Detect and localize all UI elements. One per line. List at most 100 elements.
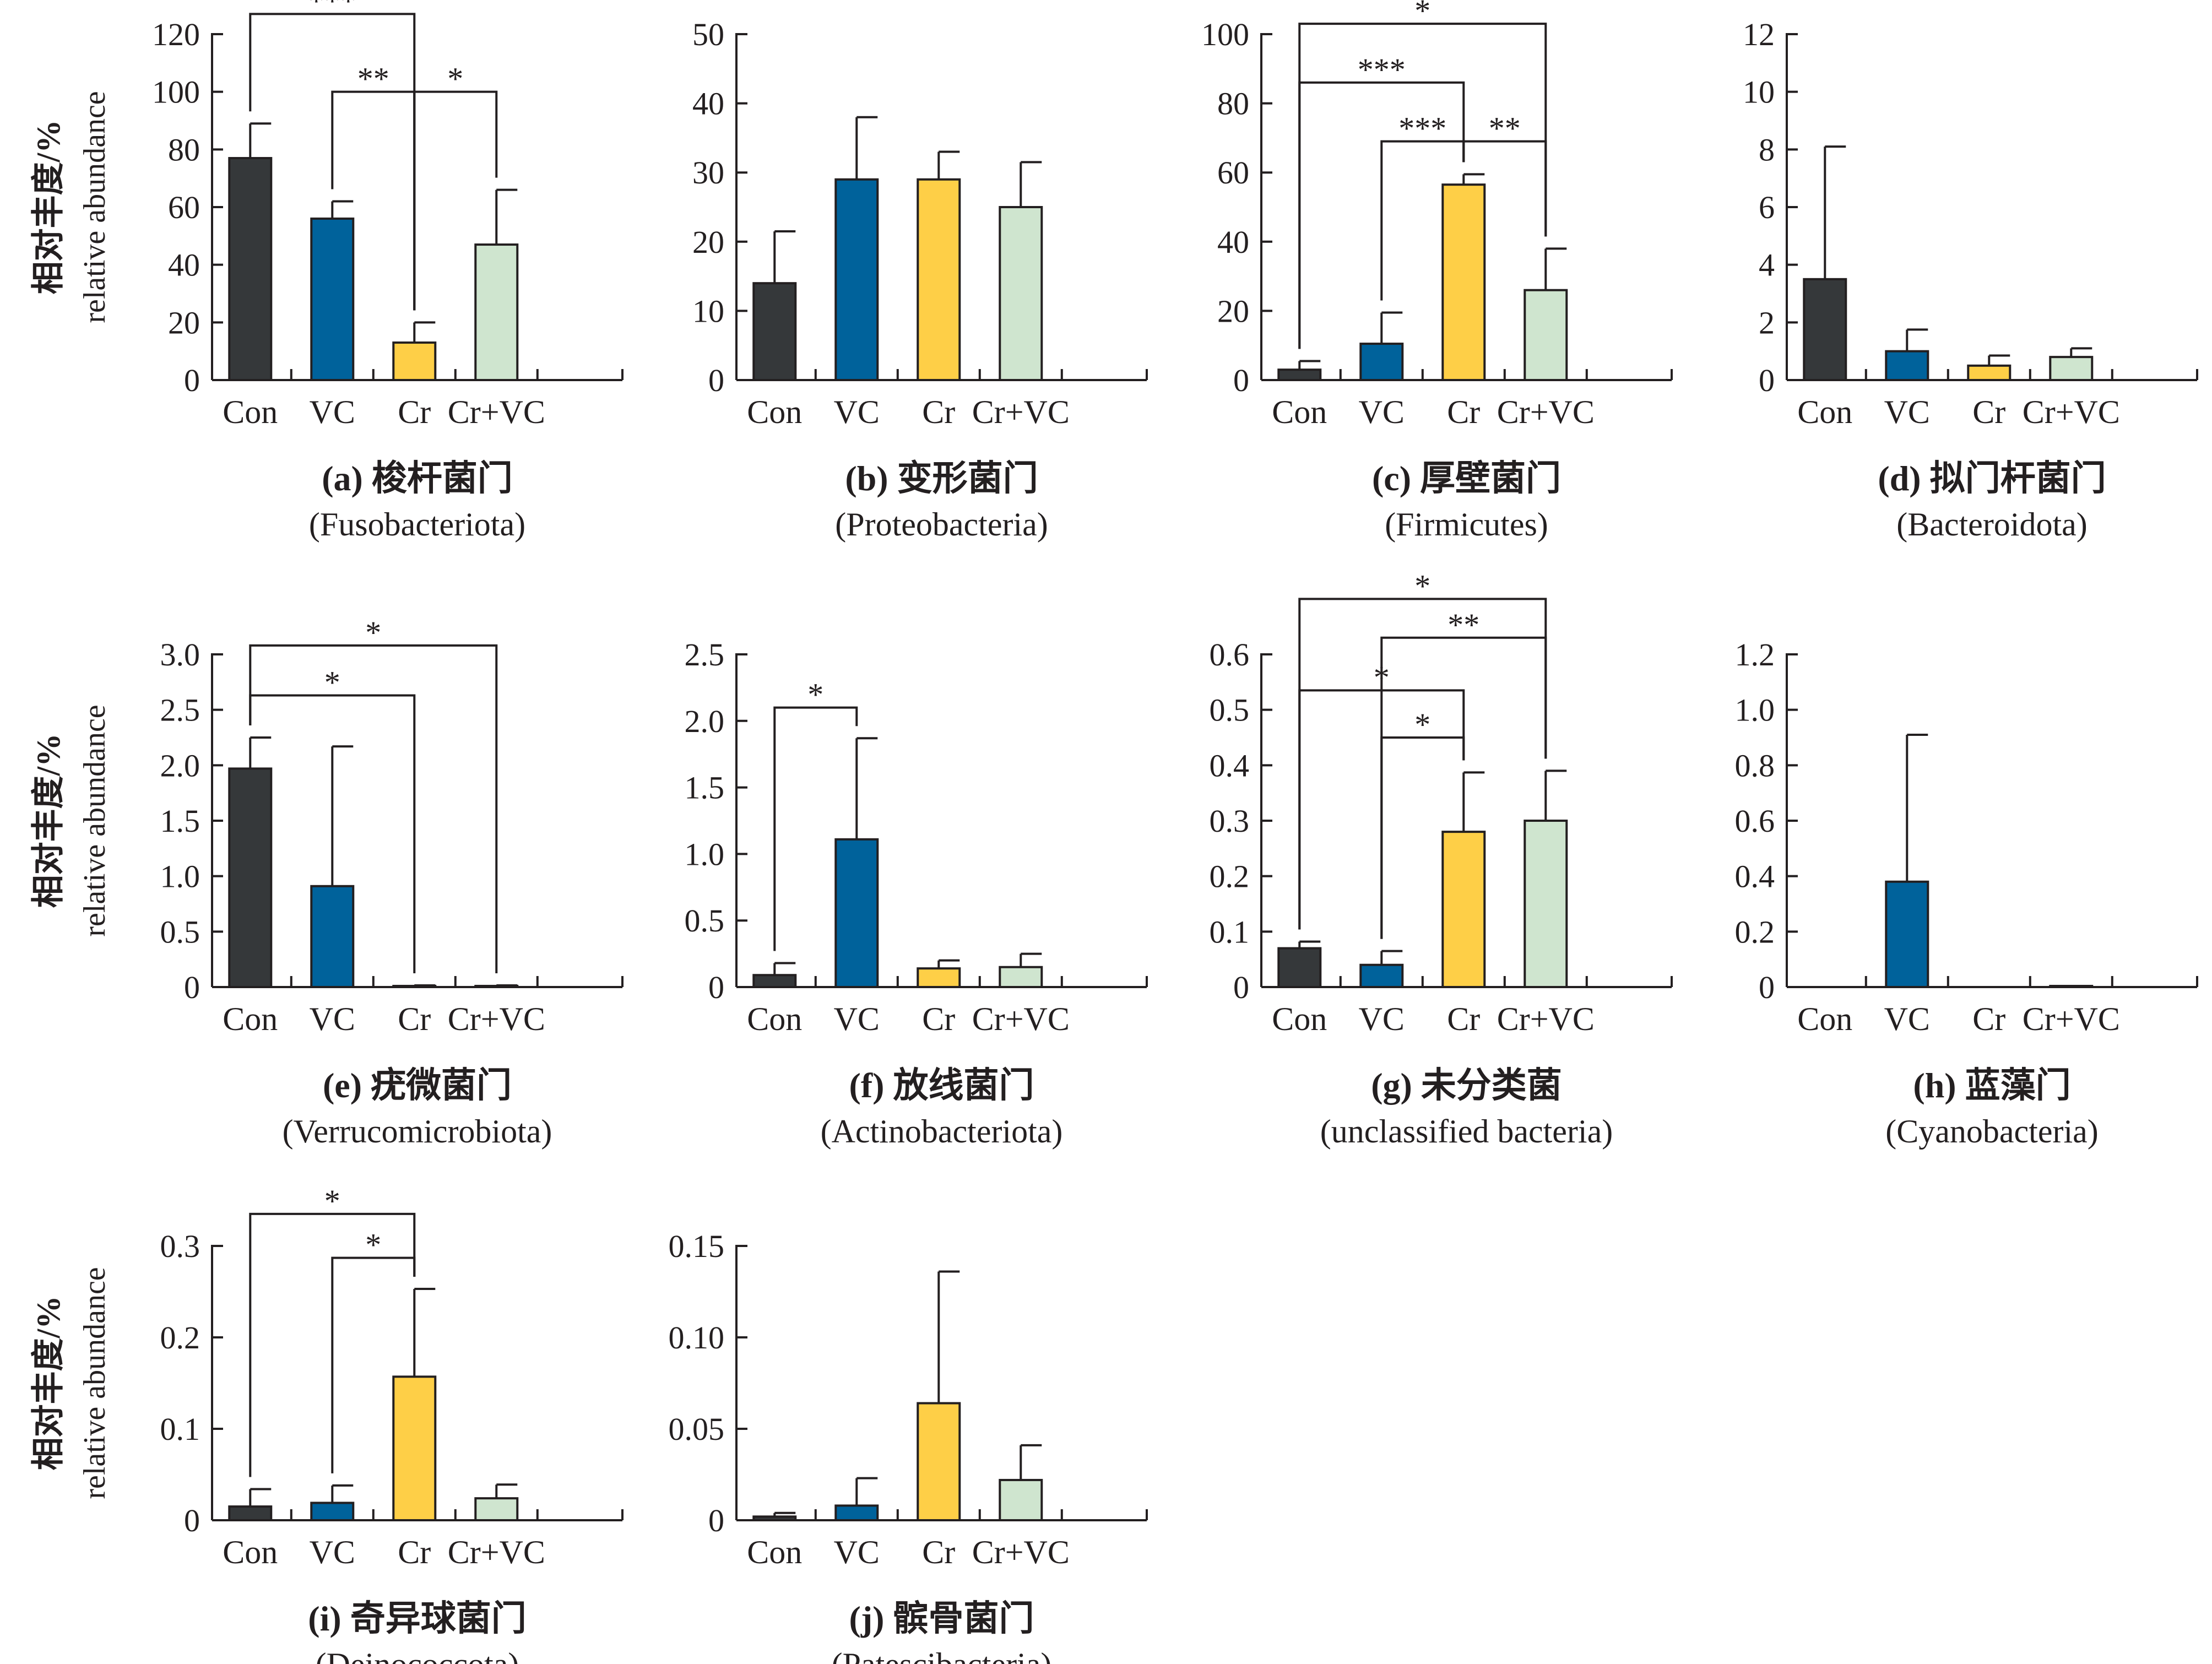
x-tick-label: Cr [398,394,431,430]
panel-title-en: (Patescibacteria) [832,1646,1052,1664]
bar-cr [1441,183,1486,381]
panel-title-en: (Cyanobacteria) [1885,1113,2098,1150]
x-tick-label: VC [310,1001,355,1037]
significance-bracket [249,644,498,973]
y-axis-label: 相对丰度/% relative abundance [30,704,112,936]
y-tick-label: 80 [1217,86,1249,122]
bar-cr-plus-vc [474,243,519,381]
x-tick-label: Cr+VC [972,394,1070,430]
bar-vc [310,885,355,988]
y-tick-label: 2.5 [685,637,725,673]
x-tick-label: VC [834,394,880,430]
panel-title-en: (Actinobacteriota) [821,1113,1063,1150]
significance-bracket [331,1256,416,1473]
x-tick-label: Cr [398,1534,431,1570]
bar-cr [1441,831,1486,988]
panel-title-en: (Firmicutes) [1385,506,1548,543]
x-tick-label: Cr [922,1001,955,1037]
x-tick-label: Cr+VC [448,1534,545,1570]
y-tick-label: 120 [152,17,200,52]
y-tick-label: 0.05 [669,1411,725,1447]
significance-bracket [249,694,416,973]
y-tick-label: 0.1 [160,1411,200,1447]
y-tick-label: 0 [708,362,724,398]
x-tick-label: VC [1359,394,1405,430]
y-tick-label: 100 [1201,17,1249,52]
x-tick-label: VC [1884,394,1930,430]
chart-panel-b: 0 10 20 30 40 50 Con VC Cr Cr+VC (b) 变形菌门 (Proteoba… [692,17,1148,543]
significance-label: *** [1358,52,1406,88]
panel-title-cn: (d) 拟门杆菌门 [1878,459,2106,498]
chart-panel-f: 0 0.5 1.0 1.5 2.0 2.5 Con VC Cr Cr+VC * (f) 放线菌门 (Ac… [685,637,1148,1150]
y-tick-label: 0.15 [669,1228,725,1264]
x-tick-label: Con [747,394,802,430]
y-tick-label: 6 [1759,189,1775,225]
panel-title-en: (Fusobacteriota) [309,506,525,543]
significance-label: ** [1447,607,1479,643]
y-tick-label: 2.0 [685,703,725,739]
chart-panel-j: 0 0.05 0.10 0.15 Con VC Cr Cr+VC (j) 髌骨菌门 (Patesc… [669,1228,1148,1664]
panel-title-cn: (i) 奇异球菌门 [308,1599,526,1638]
x-tick-label: Cr+VC [448,394,545,430]
y-tick-label: 1.0 [160,859,200,895]
bar-cr [917,178,961,381]
y-tick-label: 0.5 [1210,692,1250,728]
bar-con [1277,368,1322,381]
y-tick-label: 0.2 [160,1320,200,1356]
bar-con [1803,278,1847,382]
y-tick-label: 2.5 [160,692,200,728]
significance-label: * [324,664,340,700]
x-tick-label: Con [747,1001,802,1037]
y-tick-label: 0 [708,969,724,1005]
y-tick-label: 30 [692,155,724,191]
bar-cr [917,967,961,989]
bar-vc [310,1502,355,1521]
y-tick-label: 40 [1217,224,1249,260]
y-tick-label: 40 [168,247,200,283]
y-tick-label: 2 [1759,305,1775,340]
significance-label: ** [357,61,389,97]
y-tick-label: 1.0 [685,836,725,872]
y-axis-label-cn: 相对丰度/% [30,1296,67,1471]
chart-panel-d: 0 2 4 6 8 10 12 Con VC Cr Cr+VC (d) 拟门杆菌门 (Bacteroid… [1743,17,2198,543]
x-tick-label: VC [310,1534,355,1570]
y-tick-label: 0.6 [1735,803,1775,839]
y-tick-label: 0.8 [1735,747,1775,783]
significance-label: * [1414,568,1430,604]
panel-title-en: (Deinococcota) [316,1646,519,1664]
panel-title-cn: (j) 髌骨菌门 [849,1599,1034,1638]
bar-vc [1885,350,1929,382]
y-tick-label: 20 [692,224,724,260]
x-tick-label: Cr [1447,1001,1480,1037]
panel-title-cn: (f) 放线菌门 [849,1066,1034,1105]
panel-title-en: (unclassified bacteria) [1320,1113,1613,1150]
significance-label: ** [1489,111,1521,147]
y-tick-label: 0.2 [1210,859,1250,895]
y-tick-label: 0.6 [1210,637,1250,673]
y-tick-label: 40 [692,86,724,122]
panel-title-cn: (c) 厚壁菌门 [1372,459,1561,498]
panel-title-en: (Bacteroidota) [1896,506,2088,543]
y-axis-label-en: relative abundance [78,91,112,323]
x-tick-label: Cr+VC [2023,1001,2120,1037]
y-tick-label: 0 [184,1503,200,1538]
y-tick-label: 3.0 [160,637,200,673]
y-tick-label: 8 [1759,132,1775,167]
bar-vc [1885,880,1929,988]
y-tick-label: 12 [1743,17,1775,52]
panel-title-en: (Verrucomicrobiota) [283,1113,552,1150]
bar-vc [834,178,879,381]
y-axis-label-en: relative abundance [78,704,112,936]
panel-title-cn: (b) 变形菌门 [845,459,1038,498]
y-tick-label: 0 [184,969,200,1005]
y-tick-label: 60 [168,189,200,225]
panel-title-cn: (e) 疣微菌门 [323,1066,512,1105]
bar-vc [834,838,879,988]
y-tick-label: 20 [168,305,200,340]
y-tick-label: 1.5 [685,770,725,806]
y-tick-label: 4 [1759,247,1775,283]
x-tick-label: VC [834,1534,880,1570]
panel-title-en: (Proteobacteria) [835,506,1048,543]
